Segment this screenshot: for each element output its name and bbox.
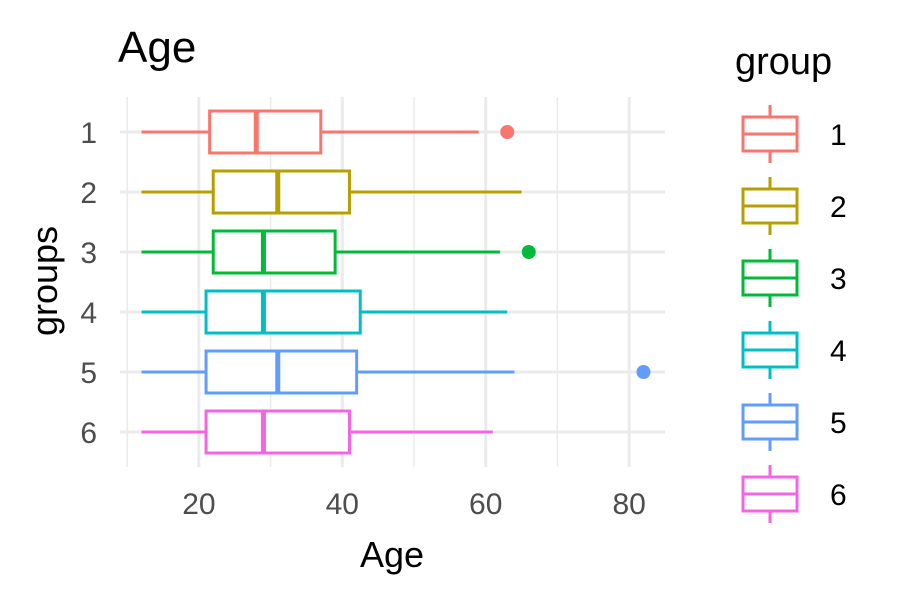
legend-item-6: 6 bbox=[741, 465, 847, 523]
legend-item-4: 4 bbox=[741, 321, 847, 379]
legend-label: 3 bbox=[830, 263, 847, 296]
legend-item-5: 5 bbox=[741, 393, 847, 451]
x-tick-label: 60 bbox=[469, 488, 502, 521]
box-series-1 bbox=[141, 109, 515, 155]
box bbox=[204, 409, 351, 455]
y-tick-label: 6 bbox=[80, 417, 97, 450]
legend-item-1: 1 bbox=[741, 105, 847, 163]
chart-title: Age bbox=[118, 23, 196, 72]
legend: 1 2 3 4 5 6 bbox=[741, 105, 847, 523]
y-tick-label: 1 bbox=[80, 117, 97, 150]
legend-item-2: 2 bbox=[741, 177, 847, 235]
y-tick-label: 4 bbox=[80, 297, 97, 330]
box-series-3 bbox=[141, 229, 536, 275]
y-axis-ticks: 1 2 3 4 5 6 bbox=[80, 117, 97, 450]
legend-item-3: 3 bbox=[741, 249, 847, 307]
y-axis-title: groups bbox=[24, 226, 65, 336]
outlier-point bbox=[636, 365, 651, 379]
legend-label: 4 bbox=[830, 335, 847, 368]
box bbox=[211, 229, 337, 275]
grid bbox=[120, 97, 665, 467]
legend-label: 5 bbox=[830, 407, 847, 440]
legend-label: 2 bbox=[830, 191, 847, 224]
x-axis-ticks: 20 40 60 80 bbox=[182, 488, 646, 521]
box-series-4 bbox=[141, 289, 508, 335]
outlier-point bbox=[521, 245, 536, 259]
box bbox=[211, 169, 351, 215]
box bbox=[208, 109, 323, 155]
box-series-2 bbox=[141, 169, 522, 215]
x-axis-title: Age bbox=[360, 534, 424, 575]
box bbox=[204, 349, 359, 395]
outlier-point bbox=[500, 125, 515, 139]
y-tick-label: 2 bbox=[80, 177, 97, 210]
x-tick-label: 20 bbox=[182, 488, 215, 521]
plot-area bbox=[141, 109, 651, 455]
legend-label: 6 bbox=[830, 479, 847, 512]
box-series-6 bbox=[141, 409, 493, 455]
box bbox=[204, 289, 362, 335]
legend-title: group bbox=[735, 41, 832, 83]
y-tick-label: 3 bbox=[80, 237, 97, 270]
legend-label: 1 bbox=[830, 119, 847, 152]
x-tick-label: 40 bbox=[326, 488, 359, 521]
x-tick-label: 80 bbox=[612, 488, 645, 521]
box-series-5 bbox=[141, 349, 651, 395]
y-tick-label: 5 bbox=[80, 357, 97, 390]
